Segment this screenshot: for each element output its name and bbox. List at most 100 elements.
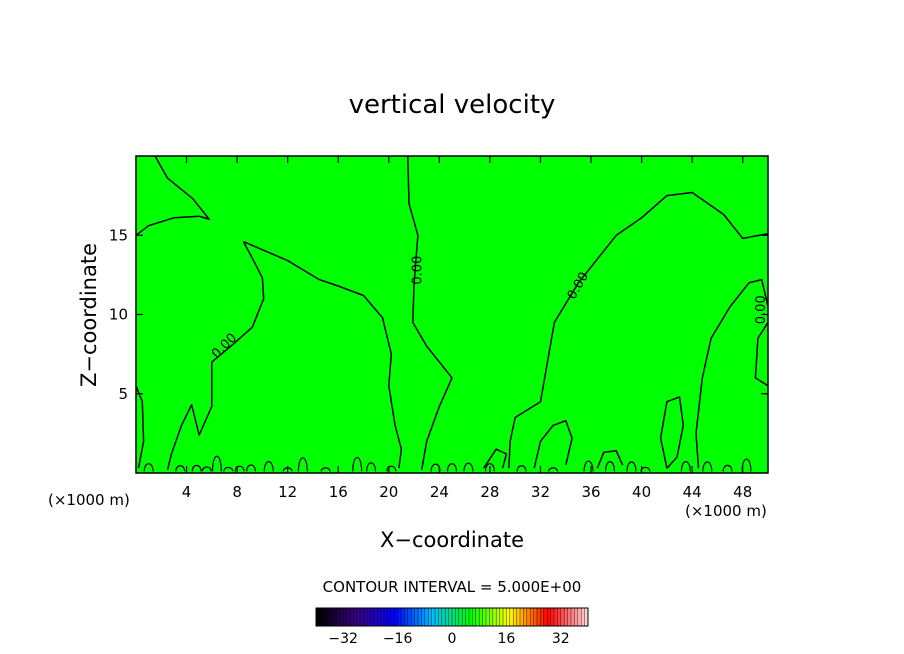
x-axis-label: X−coordinate (380, 528, 524, 552)
x-tick-label: 20 (379, 483, 398, 501)
colorbar-cell (509, 608, 514, 626)
colorbar-cell (513, 608, 517, 626)
y-axis-label: Z−coordinate (77, 243, 101, 387)
colorbar-cell (520, 608, 524, 626)
colorbar-cell (418, 608, 422, 626)
colorbar-tick-label: 0 (448, 631, 457, 647)
colorbar-cell (414, 608, 419, 626)
colorbar-cell (458, 608, 463, 626)
y-tick-label: 10 (109, 306, 128, 324)
colorbar-cell (421, 608, 426, 626)
colorbar-cell (571, 608, 575, 626)
colorbar-cell (472, 608, 477, 626)
surface-eddy-contour (516, 465, 527, 472)
colorbar-cell (452, 608, 456, 626)
contour-lines (135, 155, 769, 472)
colorbar-cell (346, 608, 351, 626)
zero-contour-line (596, 450, 624, 469)
contour-label: 0.00 (410, 256, 425, 285)
colorbar-cell (397, 608, 402, 626)
colorbar-cell (503, 608, 507, 626)
zero-contour-line (695, 278, 769, 469)
surface-eddy-contour (702, 461, 713, 472)
surface-eddy-contour (386, 465, 397, 472)
colorbar-tick-label: −32 (328, 631, 358, 647)
colorbar-cell (316, 608, 320, 626)
zero-contour-line (533, 419, 573, 469)
colorbar-ticks: −32 −16 0 16 32 (328, 631, 569, 647)
colorbar-cell (540, 608, 545, 626)
colorbar-cell (584, 608, 589, 626)
colorbar-cell (353, 608, 358, 626)
colorbar-cell (411, 608, 415, 626)
colorbar-cell (581, 608, 585, 626)
colorbar-cell (577, 608, 582, 626)
zero-contour-line (482, 448, 508, 469)
colorbar-cell (431, 608, 436, 626)
colorbar-cell (465, 608, 470, 626)
colorbar-cell (533, 608, 538, 626)
plot-area: 0.000.00 0.000.00 4 8 12 16 20 24 28 32 36 40 44 48 … (109, 155, 769, 501)
x-tick-label: 48 (733, 483, 752, 501)
colorbar-cell (543, 608, 548, 626)
colorbar-tick-label: 16 (497, 631, 515, 647)
x-tick-label: 8 (232, 483, 242, 501)
colorbar-cell (455, 608, 460, 626)
surface-eddy-contour (175, 465, 186, 472)
chart-title: vertical velocity (349, 90, 556, 120)
zero-contour-line (166, 241, 265, 470)
surface-eddy-contour (211, 455, 222, 472)
colorbar-cell (319, 608, 324, 626)
colorbar-cell (462, 608, 466, 626)
x-tick-label: 40 (632, 483, 651, 501)
x-tick-label: 44 (683, 483, 702, 501)
surface-eddy-contour (143, 463, 154, 472)
colorbar-cell (401, 608, 405, 626)
colorbar-tick-label: 32 (552, 631, 570, 647)
colorbar-cell (567, 608, 572, 626)
colorbar-cell (360, 608, 364, 626)
colorbar: −32 −16 0 16 32 (315, 607, 589, 647)
colorbar-cell (489, 608, 494, 626)
colorbar-cell (516, 608, 521, 626)
colorbar-cell (407, 608, 412, 626)
colorbar-cell (380, 608, 385, 626)
surface-eddy-contour (263, 461, 274, 472)
colorbar-cell (363, 608, 368, 626)
surface-eddy-contour (201, 466, 212, 472)
colorbar-tick-label: −16 (383, 631, 413, 647)
x-unit-left: (×1000 m) (48, 491, 130, 509)
x-tick-label: 24 (430, 483, 449, 501)
colorbar-cell (428, 608, 432, 626)
colorbar-cell (384, 608, 388, 626)
surface-eddy-contour (626, 461, 637, 472)
colorbar-cell (492, 608, 497, 626)
colorbar-cell (404, 608, 409, 626)
surface-eddy-contour (352, 456, 363, 472)
colorbar-cell (435, 608, 439, 626)
colorbar-cell (574, 608, 579, 626)
surface-eddy-contour (604, 461, 616, 472)
x-unit-right: (×1000 m) (685, 502, 767, 520)
colorbar-cell (343, 608, 347, 626)
surface-eddy-contour (463, 462, 474, 472)
colorbar-cell (479, 608, 483, 626)
colorbar-frame (315, 607, 589, 627)
colorbar-cell (326, 608, 330, 626)
colorbar-cell (394, 608, 398, 626)
colorbar-cell (377, 608, 381, 626)
colorbar-cell (482, 608, 487, 626)
colorbar-cell (530, 608, 534, 626)
zero-contour-line (243, 240, 403, 469)
colorbar-cell (475, 608, 480, 626)
surface-eddy-contour (680, 461, 691, 472)
y-tick-label: 5 (118, 385, 128, 403)
colorbar-cell (387, 608, 392, 626)
colorbar-cell (390, 608, 395, 626)
x-tick-label: 4 (182, 483, 192, 501)
surface-eddy-contour (446, 463, 458, 472)
colorbar-cell (499, 608, 504, 626)
y-tick-label: 15 (109, 226, 128, 244)
colorbar-cell (526, 608, 531, 626)
